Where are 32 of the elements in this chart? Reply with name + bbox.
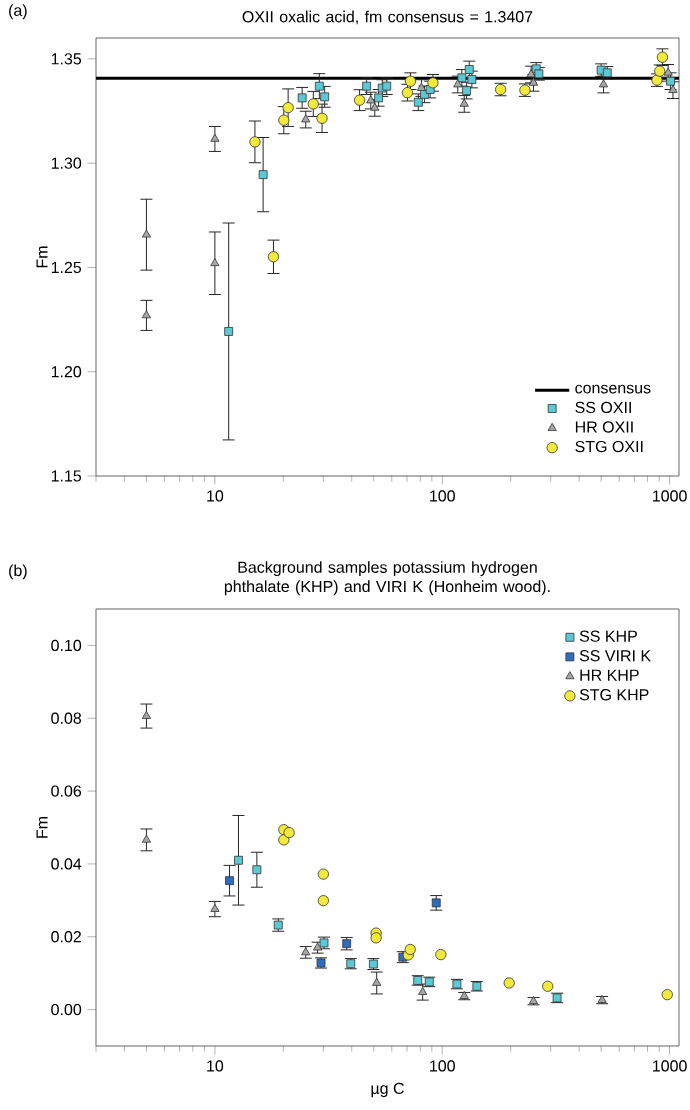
legend-label: STG OXII xyxy=(575,440,643,453)
y-tick-label: 1.30 xyxy=(51,157,82,169)
y-tick-label: 0.04 xyxy=(51,858,82,870)
chart-title: OXII oxalic acid, fm consensus = 1.3407 xyxy=(242,10,533,25)
y-tick-label: 0.00 xyxy=(51,1003,82,1016)
y-tick-label: 0.02 xyxy=(51,931,81,943)
x-tick-label: 10 xyxy=(207,1060,224,1072)
y-tick-label: 1.35 xyxy=(51,53,82,65)
legend-label: HR KHP xyxy=(580,669,639,681)
y-tick-label: 1.20 xyxy=(51,366,82,378)
y-tick-label: 0.10 xyxy=(51,639,82,652)
text: (b) xyxy=(9,564,27,580)
chart-title: Background samples potassium hydrogen phthalate (KHP) and VIRI K (Honheim wood). xyxy=(224,561,550,596)
x-tick-label: 10 xyxy=(207,490,224,502)
y-tick-label: 0.08 xyxy=(51,712,82,724)
legend-label: STG KHP xyxy=(579,689,649,701)
y-tick-label: 1.15 xyxy=(51,470,82,482)
y-axis-title: Fm xyxy=(36,817,48,838)
text: (a) xyxy=(9,4,27,20)
x-axis-title: µg C xyxy=(371,1082,404,1098)
y-tick-label: 0.06 xyxy=(51,785,82,797)
x-tick-label: 100 xyxy=(430,1060,455,1072)
x-tick-label: 1000 xyxy=(653,490,687,502)
legend-label: SS OXII xyxy=(575,401,631,414)
legend-label: consensus xyxy=(575,384,651,394)
legend-label: SS VIRI K xyxy=(579,650,651,662)
x-tick-label: 100 xyxy=(430,490,455,502)
x-tick-label: 1000 xyxy=(653,1060,687,1072)
y-tick-label: 1.25 xyxy=(51,261,82,274)
y-axis-title: Fm xyxy=(36,246,48,268)
legend-label: HR OXII xyxy=(575,421,633,433)
legend-label: SS KHP xyxy=(579,630,637,642)
